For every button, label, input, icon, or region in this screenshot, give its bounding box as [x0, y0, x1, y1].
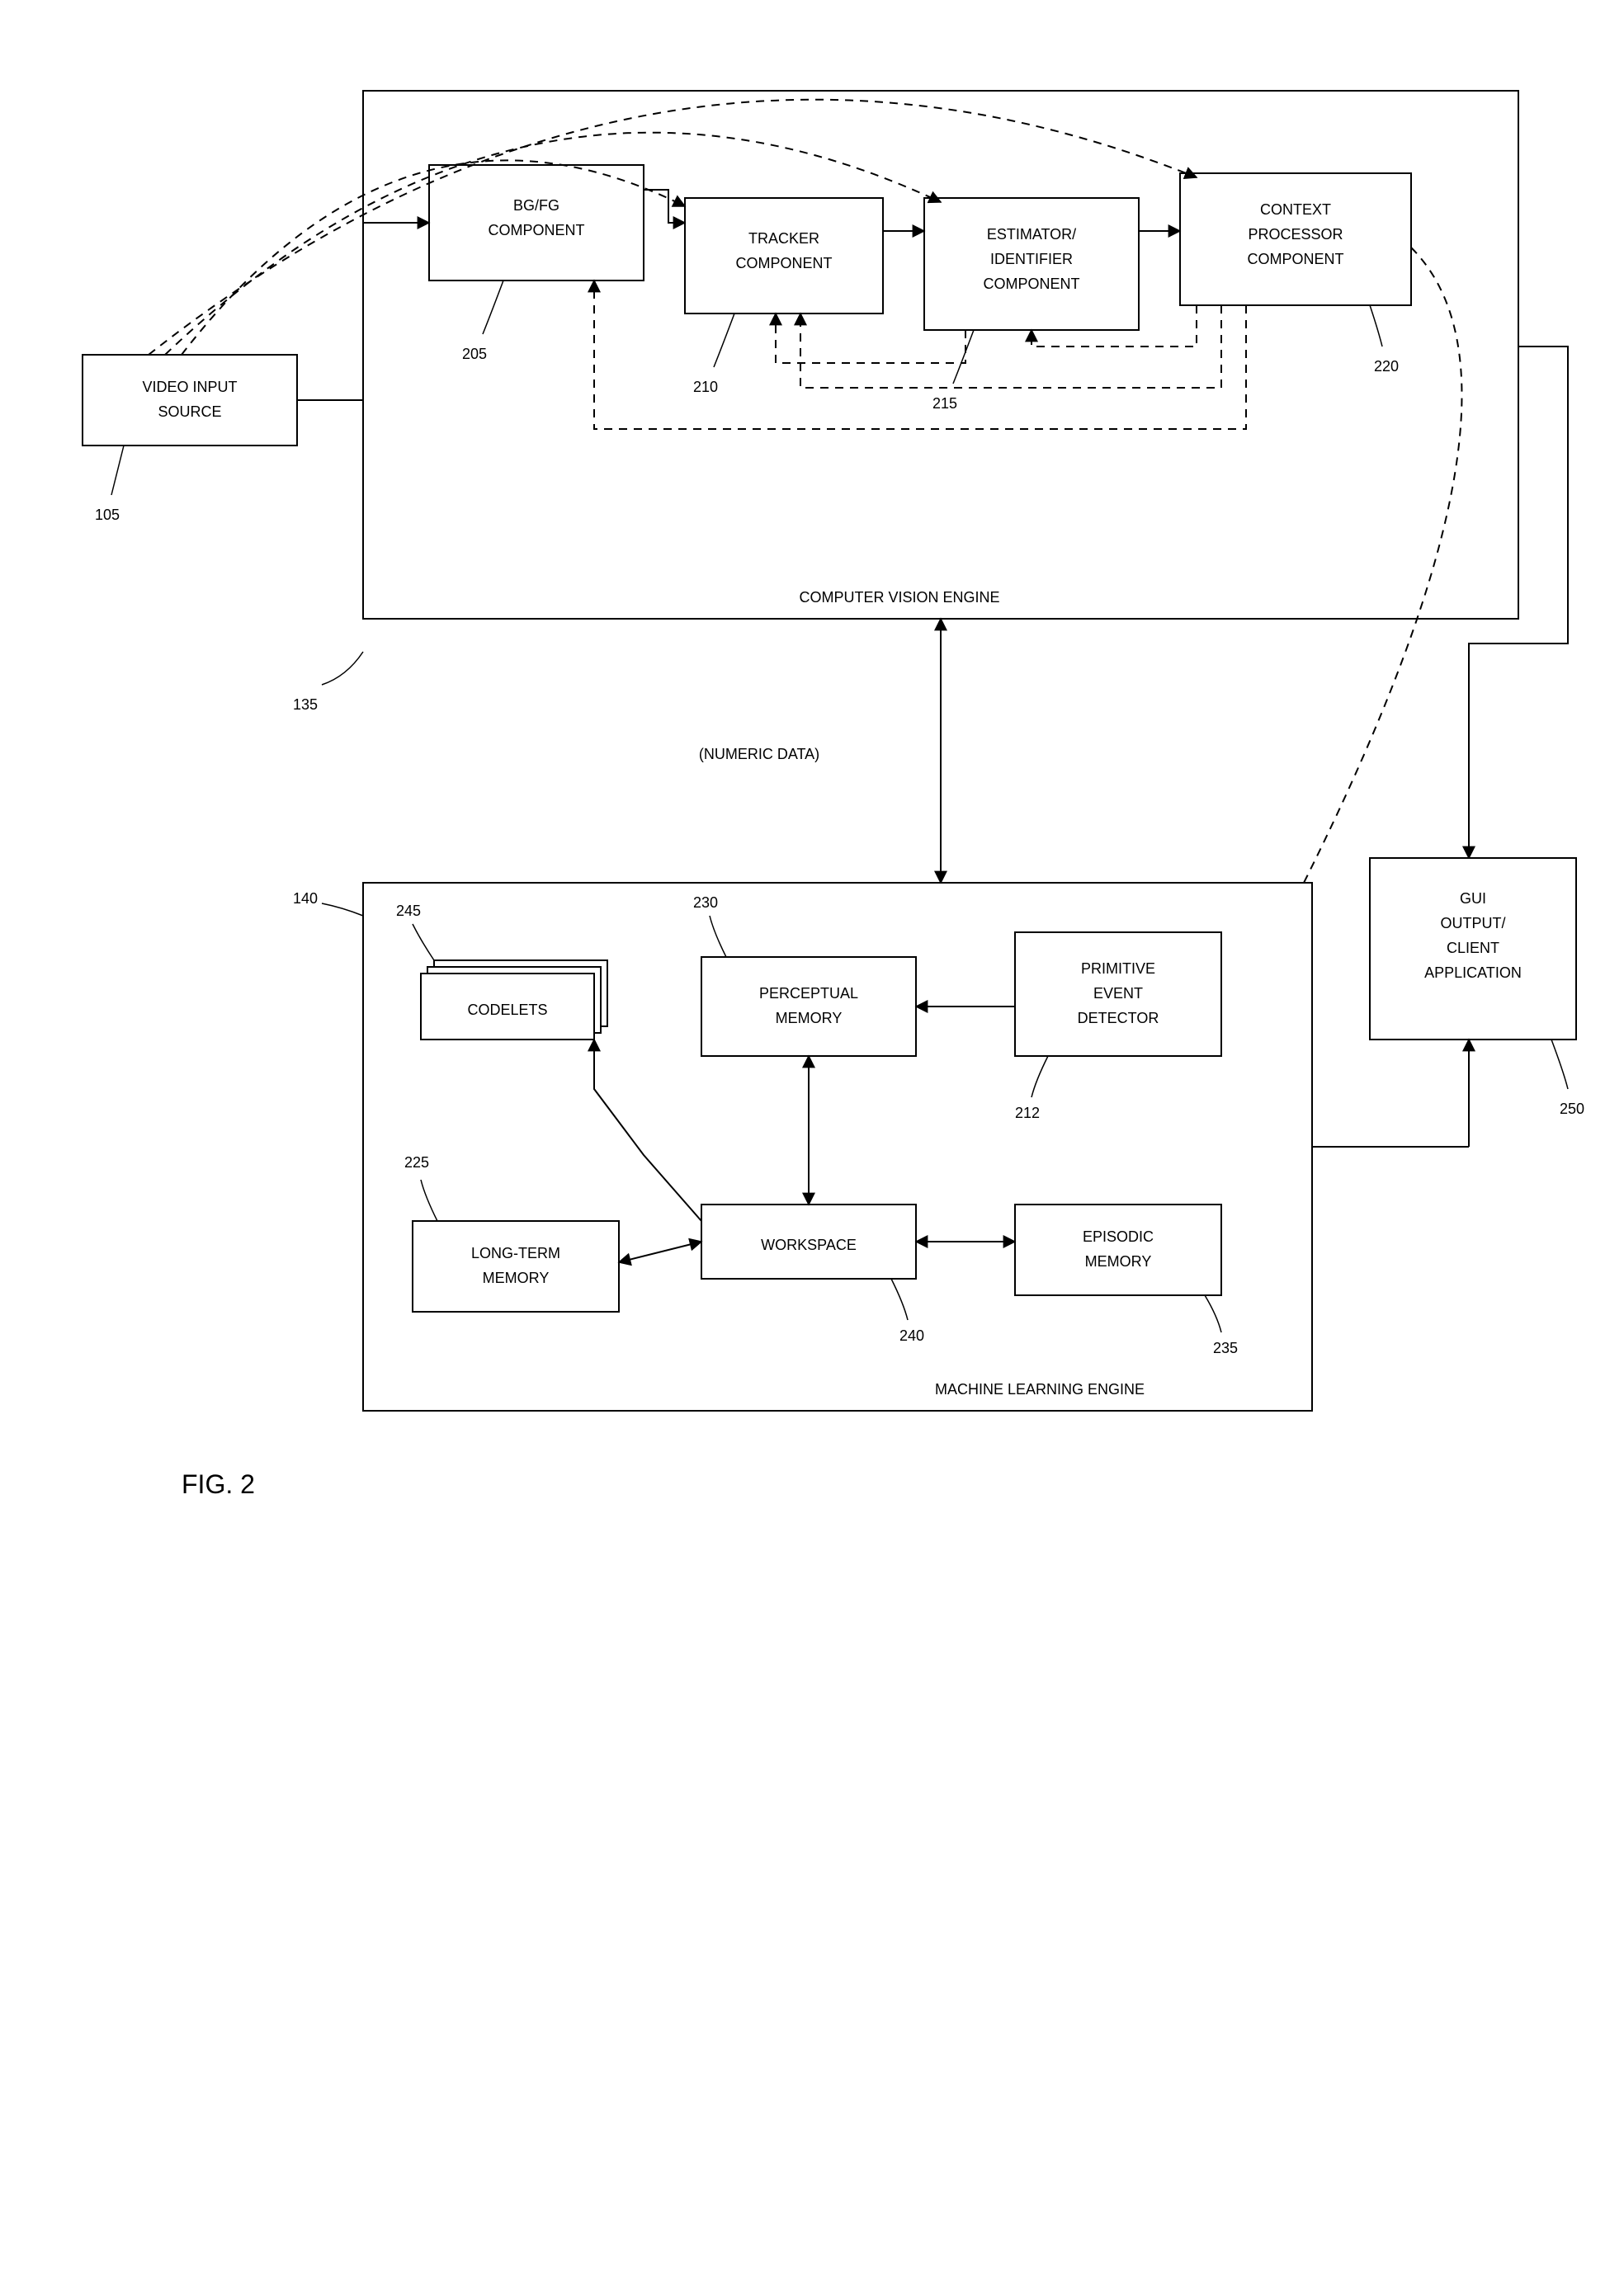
episodic-line1: EPISODIC	[1083, 1228, 1154, 1245]
gui-line1: GUI	[1460, 890, 1486, 907]
video-input-line1: VIDEO INPUT	[142, 379, 237, 395]
primitive-line1: PRIMITIVE	[1081, 960, 1155, 977]
context-line1: CONTEXT	[1260, 201, 1331, 218]
codelets-ref: 245	[396, 903, 421, 919]
tracker-line2: COMPONENT	[736, 255, 833, 271]
perceptual-line1: PERCEPTUAL	[759, 985, 858, 1002]
ml-ref-leader	[322, 903, 363, 916]
cv-ref: 135	[293, 696, 318, 713]
episodic-ref: 235	[1213, 1340, 1238, 1356]
cv-ref-leader	[322, 652, 363, 685]
longterm-line1: LONG-TERM	[471, 1245, 560, 1261]
bgfg-line2: COMPONENT	[489, 222, 585, 238]
context-line3: COMPONENT	[1248, 251, 1344, 267]
video-input-line2: SOURCE	[158, 403, 221, 420]
workspace-line1: WORKSPACE	[761, 1237, 857, 1253]
longterm-ref: 225	[404, 1154, 429, 1171]
gui-ref: 250	[1560, 1101, 1584, 1117]
estimator-ref: 215	[932, 395, 957, 412]
estimator-line1: ESTIMATOR/	[987, 226, 1076, 243]
cv-engine-label: COMPUTER VISION ENGINE	[799, 589, 999, 606]
bgfg-ref: 205	[462, 346, 487, 362]
primitive-ref: 212	[1015, 1105, 1040, 1121]
gui-line2: OUTPUT/	[1441, 915, 1506, 931]
perceptual-box	[701, 957, 916, 1056]
gui-line3: CLIENT	[1447, 940, 1499, 956]
estimator-line2: IDENTIFIER	[990, 251, 1073, 267]
episodic-box	[1015, 1205, 1221, 1295]
numeric-data-label: (NUMERIC DATA)	[699, 746, 819, 762]
context-line2: PROCESSOR	[1248, 226, 1343, 243]
perceptual-ref: 230	[693, 894, 718, 911]
gui-line4: APPLICATION	[1424, 964, 1522, 981]
primitive-line2: EVENT	[1093, 985, 1143, 1002]
ml-ref: 140	[293, 890, 318, 907]
workspace-ref: 240	[899, 1327, 924, 1344]
longterm-line2: MEMORY	[483, 1270, 550, 1286]
diagram-canvas: COMPUTER VISION ENGINE 135 VIDEO INPUT S…	[17, 17, 1624, 2279]
perceptual-line2: MEMORY	[776, 1010, 843, 1026]
context-ref: 220	[1374, 358, 1399, 375]
bgfg-line1: BG/FG	[513, 197, 559, 214]
video-ref: 105	[95, 507, 120, 523]
video-input-box	[83, 355, 297, 446]
codelets-line1: CODELETS	[467, 1002, 547, 1018]
longterm-box	[413, 1221, 619, 1312]
episodic-line2: MEMORY	[1085, 1253, 1152, 1270]
tracker-line1: TRACKER	[748, 230, 819, 247]
estimator-line3: COMPONENT	[984, 276, 1080, 292]
tracker-ref: 210	[693, 379, 718, 395]
gui-ref-leader	[1551, 1040, 1568, 1089]
primitive-line3: DETECTOR	[1078, 1010, 1159, 1026]
video-ref-leader	[111, 446, 124, 495]
ml-engine-label: MACHINE LEARNING ENGINE	[935, 1381, 1145, 1398]
figure-label: FIG. 2	[182, 1469, 255, 1499]
